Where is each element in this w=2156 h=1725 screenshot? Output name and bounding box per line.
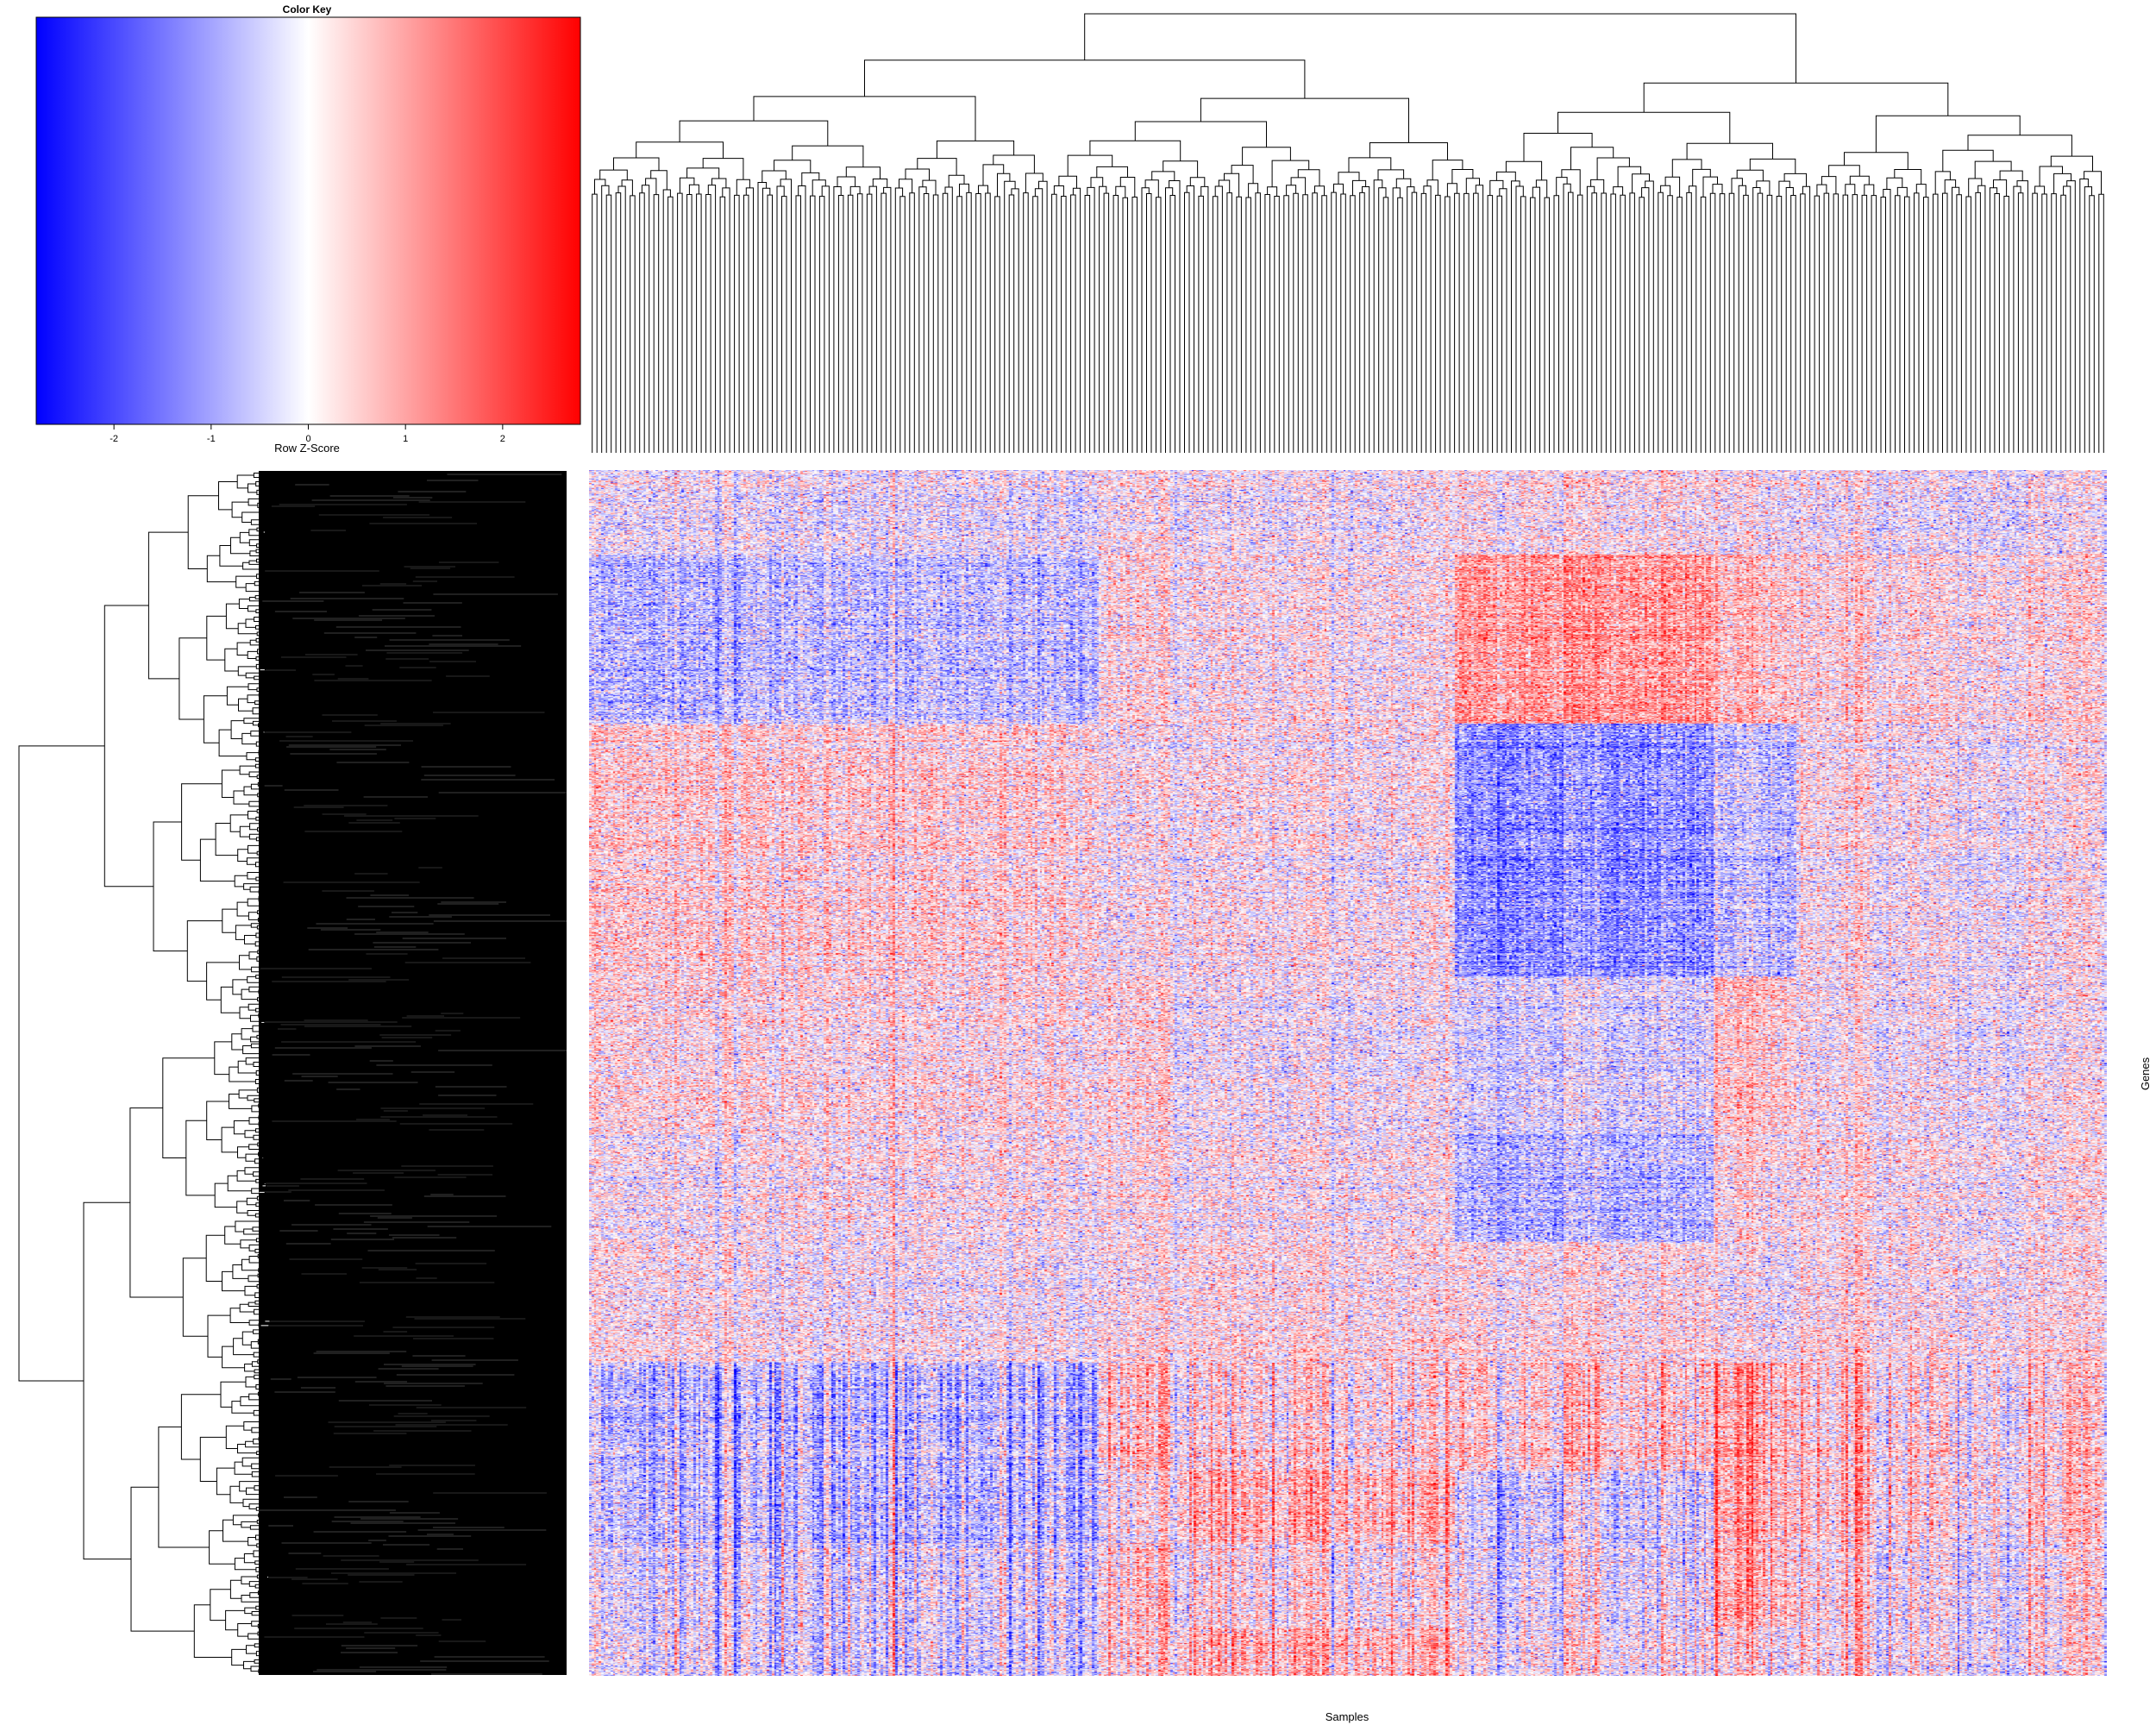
column-dendrogram-branches [592, 13, 2104, 453]
color-key-title: Color Key [283, 3, 332, 16]
color-key-tick-label: -1 [207, 434, 216, 444]
row-dendrogram-branches [18, 471, 567, 1675]
color-key-tick-label: 1 [403, 434, 408, 444]
color-key-tick-label: -2 [110, 434, 118, 444]
color-key-tick-label: 0 [305, 434, 310, 444]
color-key-axis: -2 -1 0 1 2 [110, 424, 505, 444]
column-dendrogram [592, 13, 2104, 453]
row-dendrogram [18, 471, 571, 1675]
color-key-tick-label: 2 [500, 434, 505, 444]
x-axis-title: Samples [1326, 1710, 1369, 1723]
color-key: Color Key -2 -1 0 1 2 Row Z-Score [35, 3, 581, 455]
color-key-label: Row Z-Score [274, 442, 340, 455]
color-key-gradient [36, 17, 580, 424]
heatmap-matrix [589, 470, 2107, 1676]
row-dendrogram-leaf-mass [259, 471, 567, 1675]
y-axis-title: Genes [2139, 1057, 2152, 1090]
heatmap-cells [589, 470, 2107, 1676]
